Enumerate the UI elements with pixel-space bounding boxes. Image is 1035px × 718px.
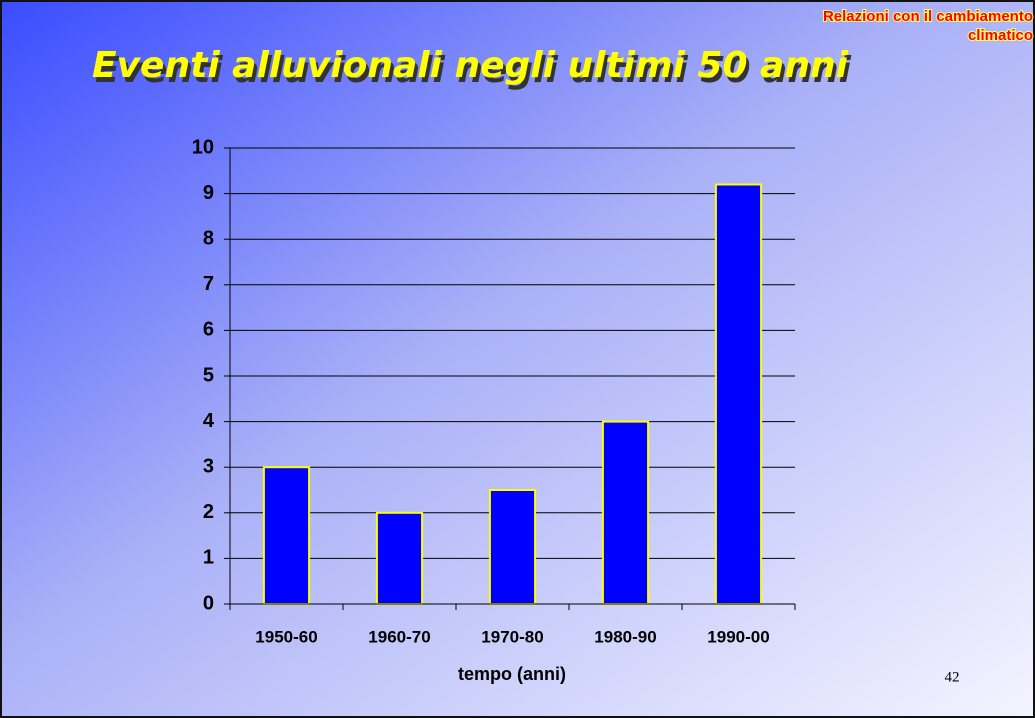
annotation: climatico xyxy=(968,27,1033,44)
y-tick-label: 3 xyxy=(203,455,214,477)
x-tick-label: 1960-70 xyxy=(368,627,430,646)
y-tick-label: 7 xyxy=(203,273,214,295)
y-tick-label: 4 xyxy=(203,410,215,432)
y-tick-label: 1 xyxy=(203,547,214,569)
x-tick-label: 1970-80 xyxy=(481,627,543,646)
bar xyxy=(714,183,763,605)
bar xyxy=(488,489,537,605)
bar xyxy=(375,511,424,605)
page-number: 42 xyxy=(945,669,960,685)
bar xyxy=(601,420,650,605)
bar xyxy=(262,466,311,606)
x-tick-label: 1950-60 xyxy=(255,627,317,646)
annotation: Relazioni con il cambiamento xyxy=(823,8,1033,25)
y-tick-label: 2 xyxy=(203,501,214,523)
x-axis-label: tempo (anni) xyxy=(458,664,566,684)
x-tick-label: 1980-90 xyxy=(594,627,656,646)
chart-title: Eventi alluvionali negli ultimi 50 anni xyxy=(92,45,849,86)
y-tick-label: 6 xyxy=(203,319,214,341)
y-tick-label: 5 xyxy=(203,364,214,386)
y-tick-label: 8 xyxy=(203,227,214,249)
y-tick-label: 0 xyxy=(203,592,214,614)
x-tick-label: 1990-00 xyxy=(707,627,769,646)
y-tick-label: 9 xyxy=(203,182,214,204)
title-shadow: Eventi alluvionali negli ultimi 50 anni xyxy=(95,50,852,91)
y-tick-label: 10 xyxy=(192,136,214,158)
